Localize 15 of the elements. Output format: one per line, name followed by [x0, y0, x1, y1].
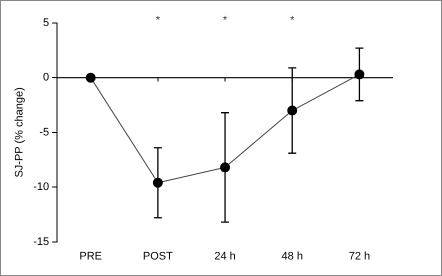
x-tick-label: PRE — [79, 250, 102, 262]
x-tick-label: 24 h — [214, 250, 236, 262]
point — [86, 72, 96, 83]
x-tick-label: 72 h — [348, 250, 370, 262]
y-tick-label: 5 — [42, 17, 50, 30]
y-tick-label: -5 — [39, 126, 50, 138]
y-tick-label: 0 — [42, 72, 50, 84]
annotation: * — [222, 14, 228, 27]
y-tick-label: -10 — [33, 181, 50, 194]
x-tick-label: POST — [142, 250, 174, 262]
annotation: * — [290, 14, 296, 27]
x-tick-label: 48 h — [282, 250, 303, 262]
y-axis-title: SJ-PP (% change) — [14, 87, 26, 178]
y-tick-label: -15 — [33, 236, 50, 248]
annotation: * — [156, 14, 161, 27]
